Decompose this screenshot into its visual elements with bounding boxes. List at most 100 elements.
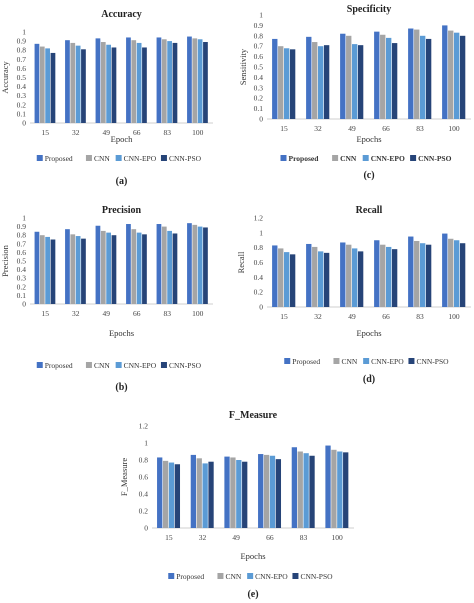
x-tick-label: 66 — [382, 124, 390, 133]
legend-label: Proposed — [176, 572, 204, 581]
y-tick-label: 0.4 — [139, 490, 149, 499]
y-tick-label: 1 — [259, 228, 263, 237]
bar-cnn-15 — [162, 460, 169, 528]
x-tick-label: 32 — [72, 128, 80, 137]
bar-proposed-66 — [374, 240, 380, 307]
bar-cnn-66 — [131, 229, 137, 304]
x-tick-label: 66 — [266, 533, 274, 542]
chart-panel-5: F_Measure 0 0.2 0.4 0.6 0.8 1 1.2 F_Measure 15 32 4… — [119, 410, 354, 600]
bar-cnn-pso-49 — [242, 461, 248, 528]
bar-cnn-epo-15 — [284, 48, 290, 119]
y-tick-label: 0 — [22, 300, 26, 309]
bar-cnn-pso-66 — [391, 249, 398, 307]
y-tick-label: 1.2 — [254, 214, 264, 223]
x-tick-label: 83 — [164, 309, 172, 318]
chart-panel-2: Specificity00.10.20.30.40.50.60.70.80.91… — [238, 4, 471, 181]
bar-cnn-pso-15 — [289, 49, 296, 119]
x-tick-label: 32 — [314, 124, 322, 133]
y-tick-label: 0.8 — [254, 243, 264, 252]
y-tick-label: 0 — [22, 119, 26, 128]
bar-cnn-pso-49 — [357, 251, 364, 307]
bar-cnn-pso-83 — [309, 455, 315, 528]
chart-title: Recall — [356, 205, 383, 216]
chart-panel-4: Recall 0 0.2 0.4 0.6 0.8 1 1.2 Recall 15 32 49 66 83 1… — [236, 205, 471, 385]
bar-cnn-epo-100 — [454, 240, 460, 307]
bar-cnn-49 — [100, 42, 106, 124]
bar-cnn-83 — [161, 226, 167, 304]
y-tick-label: 0.5 — [254, 63, 264, 72]
bar-cnn-100 — [192, 38, 198, 124]
bar-cnn-epo-32 — [202, 463, 208, 528]
legend-label: CNN — [94, 154, 110, 163]
bar-cnn-49 — [230, 457, 236, 528]
y-tick-label: 1 — [22, 28, 26, 37]
bar-cnn-100 — [448, 238, 454, 307]
y-tick-label: 0.8 — [139, 456, 149, 465]
bar-proposed-15 — [157, 457, 163, 528]
y-tick-label: 0.3 — [17, 91, 27, 100]
bar-cnn-epo-32 — [75, 236, 81, 304]
y-tick-label: 0.1 — [17, 109, 27, 118]
y-tick-label: 0.7 — [17, 239, 27, 248]
legend-swatch — [362, 155, 369, 161]
legend-label: CNN-PSO — [300, 572, 333, 581]
x-tick-label: 100 — [192, 128, 204, 137]
legend-swatch — [363, 358, 370, 364]
bar-cnn-epo-49 — [352, 248, 358, 307]
bar-cnn-pso-15 — [50, 239, 56, 304]
legend-swatch — [85, 362, 92, 368]
x-tick-label: 49 — [232, 533, 240, 542]
y-tick-label: 0.6 — [254, 52, 264, 61]
x-tick-label: 49 — [103, 309, 111, 318]
bar-cnn-pso-49 — [357, 45, 364, 119]
bar-proposed-32 — [65, 229, 70, 304]
legend-swatch — [217, 573, 224, 579]
bar-proposed-66 — [258, 454, 264, 528]
legend-label: CNN-EPO — [255, 572, 288, 581]
y-tick-label: 1 — [259, 11, 263, 20]
y-tick-label: 1 — [22, 214, 26, 223]
bar-cnn-15 — [278, 46, 284, 120]
y-axis-title: Sensitivity — [238, 48, 248, 85]
legend-label: CNN-PSO — [169, 154, 202, 163]
x-tick-label: 83 — [416, 124, 424, 133]
y-tick-label: 0.5 — [17, 73, 27, 82]
legend-label: CNN-EPO — [124, 154, 157, 163]
bar-cnn-pso-32 — [323, 45, 330, 119]
bar-cnn-15 — [39, 46, 45, 124]
bar-cnn-pso-49 — [111, 47, 117, 123]
x-tick-label: 100 — [448, 124, 460, 133]
y-axis-title: Precision — [0, 244, 10, 276]
bar-cnn-pso-49 — [111, 235, 117, 304]
x-tick-label: 15 — [42, 128, 50, 137]
bar-cnn-epo-100 — [197, 39, 203, 123]
y-tick-label: 0.9 — [17, 222, 27, 231]
bar-cnn-15 — [39, 235, 45, 304]
legend-swatch — [160, 155, 167, 161]
bar-cnn-100 — [448, 30, 454, 120]
y-tick-label: 0.6 — [254, 258, 264, 267]
y-tick-label: 0.2 — [254, 288, 264, 297]
y-tick-label: 0.2 — [17, 100, 27, 109]
legend-label: Proposed — [45, 361, 73, 370]
x-tick-label: 66 — [133, 309, 141, 318]
x-tick-label: 83 — [300, 533, 308, 542]
bar-cnn-epo-32 — [318, 46, 324, 120]
x-tick-label: 32 — [72, 309, 80, 318]
legend-swatch — [247, 573, 254, 579]
x-tick-label: 83 — [164, 128, 172, 137]
x-axis-title: Epochs — [240, 551, 265, 561]
panel-label: (a) — [116, 176, 128, 187]
bar-cnn-pso-66 — [142, 47, 147, 123]
y-tick-label: 0.1 — [17, 291, 27, 300]
y-tick-label: 0.4 — [254, 273, 264, 282]
x-axis-title: Epochs — [356, 134, 381, 144]
legend-label: CNN-PSO — [418, 154, 451, 163]
bar-cnn-pso-32 — [323, 252, 330, 307]
bar-cnn-pso-100 — [459, 243, 466, 307]
bar-cnn-epo-49 — [236, 460, 242, 528]
y-axis-title: F_Measure — [119, 458, 129, 496]
y-tick-label: 0.9 — [254, 21, 264, 30]
chart-title: Accuracy — [101, 9, 142, 20]
x-tick-label: 100 — [448, 312, 460, 321]
